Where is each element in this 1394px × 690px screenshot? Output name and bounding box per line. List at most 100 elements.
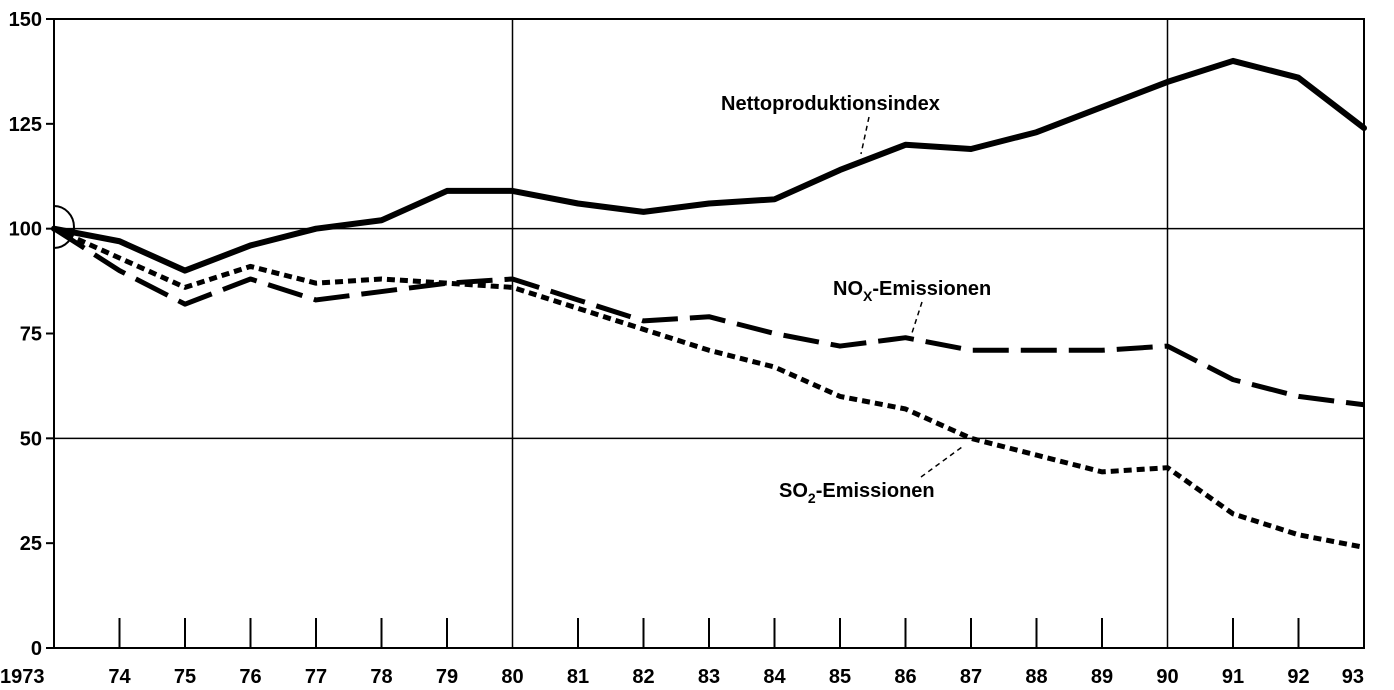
series-point-3 (119, 257, 121, 259)
series-point-1 (970, 148, 972, 150)
series-point-2 (708, 316, 710, 318)
x-tick-label: 91 (1222, 666, 1244, 688)
series-point-2 (250, 278, 252, 280)
series-point-1 (512, 190, 514, 192)
annotation-netto-leader (860, 116, 870, 155)
x-tick-label: 81 (567, 666, 589, 688)
series-point-3 (905, 408, 907, 410)
annotation-so2-main: SO (779, 480, 808, 502)
series-point-2 (839, 345, 841, 347)
series-point-1 (446, 190, 448, 192)
x-tick-label: 87 (960, 666, 982, 688)
series-point-1 (184, 270, 186, 272)
series-line-1 (51, 57, 1367, 274)
series-point-1 (905, 144, 907, 146)
series-point-2 (1232, 379, 1234, 381)
x-tick-label: 90 (1156, 666, 1178, 688)
x-tick-label: 74 (108, 666, 131, 688)
y-tick-label: 75 (20, 324, 42, 346)
series-group (51, 57, 1367, 550)
x-tick-label: 76 (239, 666, 261, 688)
annotation-nox-main: NO (833, 278, 863, 300)
x-axis: 1973 74 75 76 77 78 79 80 81 82 83 84 85 86 87 88 89 90 91… (0, 666, 1364, 688)
series-point-2 (184, 303, 186, 305)
series-point-3 (970, 438, 972, 440)
series-point-3 (1232, 513, 1234, 515)
annotation-nox-leader (910, 301, 923, 337)
annotation-nox-sub: X (863, 288, 873, 304)
annotation-netto: Nettoproduktionsindex (721, 93, 940, 115)
series-point-3 (184, 287, 186, 289)
series-point-3 (1036, 454, 1038, 456)
annotation-so2: SO2-Emissionen (779, 480, 935, 506)
x-tick-label: 78 (370, 666, 392, 688)
series-point-2 (1167, 345, 1169, 347)
x-tick-label: 85 (829, 666, 851, 688)
series-point-1 (577, 203, 579, 205)
series-point-1 (250, 245, 252, 247)
start-point-marker (53, 205, 75, 249)
series-point-1 (1101, 106, 1103, 108)
series-point-2 (577, 299, 579, 301)
series-point-2 (1298, 396, 1300, 398)
series-point-2 (1036, 349, 1038, 351)
series-point-3 (1298, 534, 1300, 536)
x-tick-label: 89 (1091, 666, 1113, 688)
series-point-2 (970, 349, 972, 351)
series-point-2 (1101, 349, 1103, 351)
series-line-3 (52, 226, 1365, 550)
series-point-2 (512, 278, 514, 280)
series-point-2 (315, 299, 317, 301)
series-point-1 (1363, 127, 1365, 129)
x-tick-label: 92 (1287, 666, 1309, 688)
y-tick-label: 0 (31, 638, 42, 660)
x-tick-label: 88 (1025, 666, 1047, 688)
annotation-so2-rest: -Emissionen (816, 480, 935, 502)
series-point-3 (250, 266, 252, 268)
series-point-1 (1036, 131, 1038, 133)
x-tick-label: 93 (1342, 666, 1364, 688)
series-point-2 (905, 337, 907, 339)
x-tick-label: 80 (501, 666, 523, 688)
series-point-2 (774, 333, 776, 335)
plot-frame-group (53, 18, 1365, 649)
annotation-nox-rest: -Emissionen (872, 278, 991, 300)
y-tick-label: 125 (9, 114, 42, 136)
y-tick-label: 100 (9, 219, 42, 241)
series-point-1 (381, 219, 383, 221)
series-point-1 (315, 228, 317, 230)
x-tick-label: 79 (436, 666, 458, 688)
x-tick-label: 83 (698, 666, 720, 688)
x-tick-label: 86 (894, 666, 916, 688)
annotation-so2-leader (920, 446, 963, 478)
series-point-3 (774, 366, 776, 368)
series-point-3 (577, 308, 579, 310)
series-point-3 (708, 349, 710, 351)
series-point-3 (643, 329, 645, 331)
series-point-2 (381, 291, 383, 293)
series-point-3 (1363, 547, 1365, 549)
x-tick-label: 77 (305, 666, 327, 688)
x-tick-label: 1973 (0, 666, 45, 688)
annotation-so2-sub: 2 (808, 490, 816, 506)
series-point-3 (381, 278, 383, 280)
y-axis: 0 25 50 75 100 125 150 (9, 9, 54, 660)
series-point-2 (119, 270, 121, 272)
series-point-3 (53, 228, 55, 230)
series-point-1 (1167, 81, 1169, 83)
series-point-1 (708, 203, 710, 205)
series-point-3 (512, 287, 514, 289)
series-point-1 (643, 211, 645, 213)
x-tick-label: 84 (763, 666, 786, 688)
series-point-2 (1363, 404, 1365, 406)
series-point-1 (119, 240, 121, 242)
series-point-3 (315, 282, 317, 284)
x-tick-label: 82 (632, 666, 654, 688)
series-point-1 (1298, 77, 1300, 79)
y-tick-label: 50 (20, 428, 42, 450)
series-point-1 (1232, 60, 1234, 62)
y-tick-label: 150 (9, 9, 42, 31)
annotation-nox: NOX-Emissionen (833, 278, 991, 304)
